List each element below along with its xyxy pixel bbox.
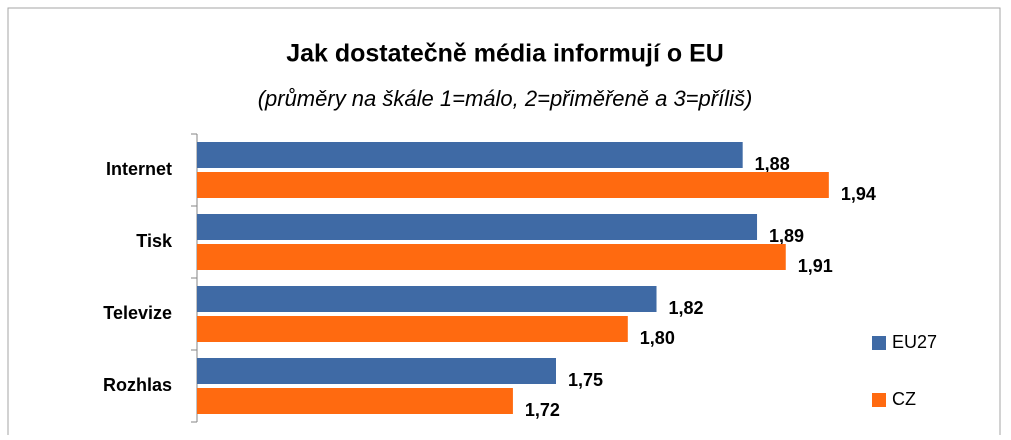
y-tick-label: Televize <box>103 303 172 323</box>
y-tick-label: Rozhlas <box>103 375 172 395</box>
value-label: 1,94 <box>841 184 876 204</box>
value-label: 1,72 <box>525 400 560 420</box>
y-tick-label: Tisk <box>136 231 173 251</box>
value-label: 1,88 <box>755 154 790 174</box>
bar <box>197 316 628 342</box>
bar <box>197 214 758 240</box>
legend-label: EU27 <box>892 332 937 352</box>
bar <box>197 142 743 168</box>
value-label: 1,82 <box>669 298 704 318</box>
bar <box>197 286 657 312</box>
bar <box>197 172 829 198</box>
bar <box>197 244 786 270</box>
value-label: 1,75 <box>568 370 603 390</box>
value-label: 1,91 <box>798 256 833 276</box>
legend-swatch <box>872 393 886 407</box>
legend-label: CZ <box>892 389 916 409</box>
bar <box>197 388 513 414</box>
legend-swatch <box>872 336 886 350</box>
chart-title: Jak dostatečně média informují o EU <box>286 40 724 68</box>
bar <box>197 358 556 384</box>
value-label: 1,89 <box>769 226 804 246</box>
chart-subtitle: (průměry na škále 1=málo, 2=přiměřeně a … <box>258 86 753 111</box>
value-label: 1,80 <box>640 328 675 348</box>
y-tick-label: Internet <box>106 159 172 179</box>
